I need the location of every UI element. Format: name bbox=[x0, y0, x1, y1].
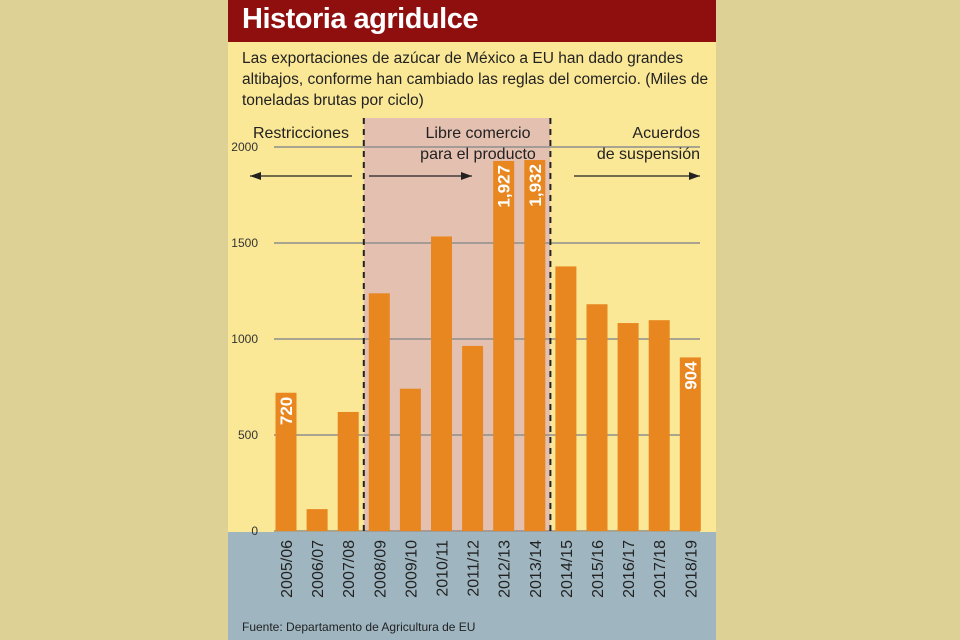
x-tick-label: 2014/15 bbox=[559, 540, 576, 598]
source-note: Fuente: Departamento de Agricultura de E… bbox=[242, 620, 476, 634]
x-tick-label: 2018/19 bbox=[683, 540, 700, 598]
arrowhead-icon bbox=[689, 172, 700, 180]
x-tick-label: 2017/18 bbox=[652, 540, 669, 598]
y-tick-label: 1000 bbox=[231, 332, 258, 346]
bar bbox=[493, 161, 515, 532]
chart-title: Historia agridulce bbox=[242, 3, 478, 35]
x-tick-label: 2013/14 bbox=[528, 540, 545, 598]
period-label: para el producto bbox=[420, 146, 536, 163]
data-label: 1,927 bbox=[495, 165, 514, 208]
bar bbox=[648, 320, 670, 531]
y-tick-label: 0 bbox=[251, 524, 258, 538]
bar bbox=[555, 266, 577, 531]
period-label: Libre comercio bbox=[426, 125, 531, 142]
shaded-period bbox=[363, 118, 551, 532]
data-label: 904 bbox=[681, 361, 700, 390]
arrowhead-icon bbox=[250, 172, 261, 180]
x-axis-band bbox=[228, 532, 716, 640]
x-tick-label: 2011/12 bbox=[466, 540, 483, 597]
bar bbox=[431, 236, 452, 532]
x-tick-label: 2015/16 bbox=[590, 540, 607, 598]
infographic-panel: Historia agridulce Las exportaciones de … bbox=[228, 0, 716, 640]
bar bbox=[524, 160, 546, 531]
x-tick-label: 2012/13 bbox=[497, 540, 514, 598]
data-label: 720 bbox=[277, 397, 296, 425]
bar bbox=[368, 293, 390, 531]
x-tick-label: 2010/11 bbox=[435, 540, 452, 597]
bar bbox=[462, 345, 484, 531]
bar bbox=[617, 323, 639, 531]
arrowhead-icon bbox=[461, 172, 472, 180]
y-tick-label: 500 bbox=[238, 428, 258, 442]
bar bbox=[679, 357, 701, 531]
period-label: de suspensión bbox=[597, 146, 700, 163]
bar bbox=[275, 392, 297, 531]
bar bbox=[337, 411, 359, 531]
x-tick-label: 2008/09 bbox=[372, 540, 389, 598]
data-label: 1,932 bbox=[526, 164, 545, 207]
chart-subtitle: Las exportaciones de azúcar de México a … bbox=[242, 50, 709, 109]
x-tick-label: 2009/10 bbox=[403, 540, 420, 598]
bar bbox=[399, 388, 421, 531]
title-bar: Historia agridulce bbox=[228, 0, 716, 42]
bar bbox=[306, 509, 328, 531]
y-tick-label: 2000 bbox=[231, 140, 258, 154]
x-tick-label: 2016/17 bbox=[621, 540, 638, 598]
y-tick-label: 1500 bbox=[231, 236, 258, 250]
x-tick-label: 2006/07 bbox=[310, 540, 327, 598]
period-label: Restricciones bbox=[253, 125, 349, 142]
bar bbox=[586, 304, 608, 531]
x-tick-label: 2005/06 bbox=[279, 540, 296, 598]
x-tick-label: 2007/08 bbox=[341, 540, 358, 598]
period-label: Acuerdos bbox=[632, 125, 700, 142]
